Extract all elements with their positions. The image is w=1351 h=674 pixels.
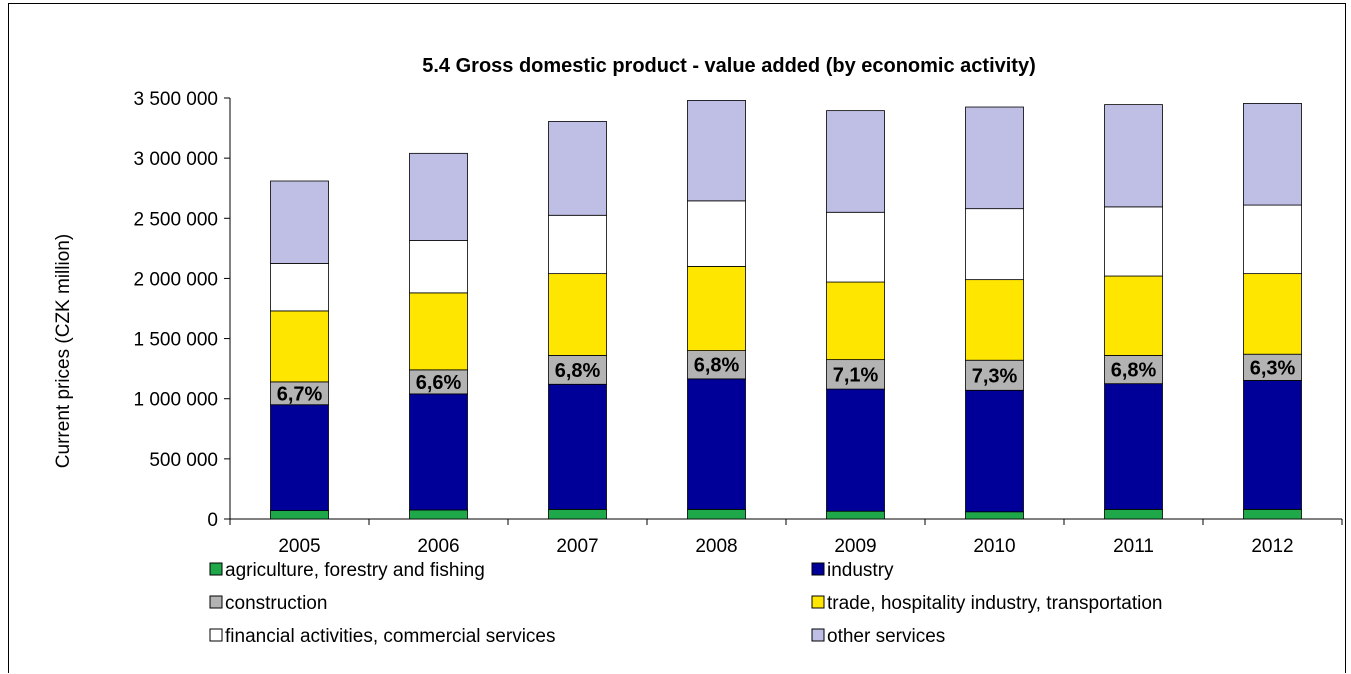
bar-segment — [270, 180, 329, 264]
legend-item: agriculture, forestry and fishing — [209, 560, 485, 581]
bar-segment — [1243, 508, 1302, 520]
bar-segment — [826, 211, 885, 283]
plot-area: 0 500 000 1 000 000 1 500 000 2 000 000 2 500… — [133, 89, 1343, 557]
legend-item: financial activities, commercial service… — [209, 626, 556, 647]
legend-label: construction — [225, 593, 327, 614]
bar-segment — [965, 279, 1024, 361]
y-tick-label: 1 000 000 — [133, 390, 218, 411]
y-axis-label: Current prices (CZK million) — [53, 234, 74, 468]
bar-segment — [409, 292, 468, 371]
chart-frame: 5.4 Gross domestic product - value added… — [8, 3, 1346, 673]
x-tick-label: 2012 — [1251, 536, 1293, 557]
x-tick-label: 2008 — [695, 536, 737, 557]
bar-segment — [409, 393, 468, 511]
bar-segment — [687, 100, 746, 202]
x-tick-label: 2009 — [834, 536, 876, 557]
y-tick-label: 3 000 000 — [133, 149, 218, 170]
bar-segment — [687, 265, 746, 351]
bar-segment — [1104, 104, 1163, 208]
construction-share-label: 6,7% — [277, 383, 323, 405]
legend-label: agriculture, forestry and fishing — [225, 560, 485, 581]
bar-segment — [965, 359, 1024, 391]
construction-share-label: 7,3% — [972, 365, 1018, 387]
bar-segment — [270, 310, 329, 383]
bar-segment — [1104, 206, 1163, 277]
x-tick-label: 2010 — [973, 536, 1015, 557]
bar-segment — [548, 273, 607, 356]
bar-segment — [826, 110, 885, 213]
bar-segment — [1104, 355, 1163, 385]
y-tick-label: 2 000 000 — [133, 269, 218, 290]
bar-segment — [965, 106, 1024, 210]
y-tick-label: 3 500 000 — [133, 89, 218, 110]
x-tick-label: 2005 — [278, 536, 320, 557]
bar-segment — [548, 121, 607, 216]
bar-segment — [1243, 273, 1302, 355]
legend: agriculture, forestry and fishing industr… — [209, 560, 1163, 647]
bar-segment — [548, 383, 607, 510]
bar-segment — [270, 404, 329, 511]
x-tick-label: 2006 — [417, 536, 459, 557]
bar-segment — [548, 214, 607, 275]
bar-segment — [687, 200, 746, 267]
bar-segment — [826, 388, 885, 512]
x-tick-label: 2007 — [556, 536, 598, 557]
bar-segment — [270, 262, 329, 312]
bar-segment — [965, 389, 1024, 513]
legend-swatch — [811, 595, 825, 609]
bar-segment — [548, 508, 607, 520]
bar-segment — [270, 510, 329, 520]
y-tick-label: 1 500 000 — [133, 330, 218, 351]
construction-share-label: 6,8% — [694, 355, 740, 377]
legend-swatch — [811, 628, 825, 642]
chart-svg: 5.4 Gross domestic product - value added… — [53, 55, 1343, 647]
legend-label: other services — [827, 626, 945, 647]
bar-segment — [1243, 380, 1302, 510]
legend-item: other services — [811, 626, 945, 647]
construction-share-label: 6,6% — [416, 372, 462, 394]
bar-segment — [687, 350, 746, 380]
legend-label: industry — [827, 560, 894, 581]
bar-segment — [826, 281, 885, 361]
legend-label: trade, hospitality industry, transportat… — [827, 593, 1163, 614]
legend-item: construction — [209, 593, 327, 614]
bar-segment — [1104, 275, 1163, 356]
y-tick-label: 2 500 000 — [133, 209, 218, 230]
y-tick-label: 500 000 — [149, 450, 218, 471]
bar-segment — [409, 240, 468, 294]
construction-share-label: 6,8% — [1111, 360, 1157, 382]
bar-segment — [965, 208, 1024, 281]
bar-segment — [409, 152, 468, 241]
construction-share-label: 6,8% — [555, 360, 601, 382]
bar-segment — [1104, 383, 1163, 510]
legend-item: industry — [811, 560, 894, 581]
bar-segment — [687, 378, 746, 510]
construction-share-label: 7,1% — [833, 364, 879, 386]
bar-segment — [1243, 103, 1302, 206]
bar-segment — [1104, 508, 1163, 520]
bar-segment — [409, 509, 468, 520]
legend-swatch — [209, 562, 223, 576]
construction-share-label: 6,3% — [1250, 357, 1296, 379]
bar-segment — [1243, 204, 1302, 275]
bar-segment — [409, 369, 468, 395]
bar-segment — [826, 510, 885, 520]
chart-title: 5.4 Gross domestic product - value added… — [422, 55, 1036, 77]
legend-label: financial activities, commercial service… — [225, 626, 556, 647]
y-tick-label: 0 — [207, 510, 218, 531]
legend-swatch — [209, 628, 223, 642]
bar-segment — [687, 508, 746, 520]
legend-item: trade, hospitality industry, transportat… — [811, 593, 1163, 614]
legend-swatch — [811, 562, 825, 576]
x-tick-label: 2011 — [1113, 536, 1154, 557]
bar-segment — [1243, 353, 1302, 381]
legend-swatch — [209, 595, 223, 609]
bar-segment — [965, 511, 1024, 520]
